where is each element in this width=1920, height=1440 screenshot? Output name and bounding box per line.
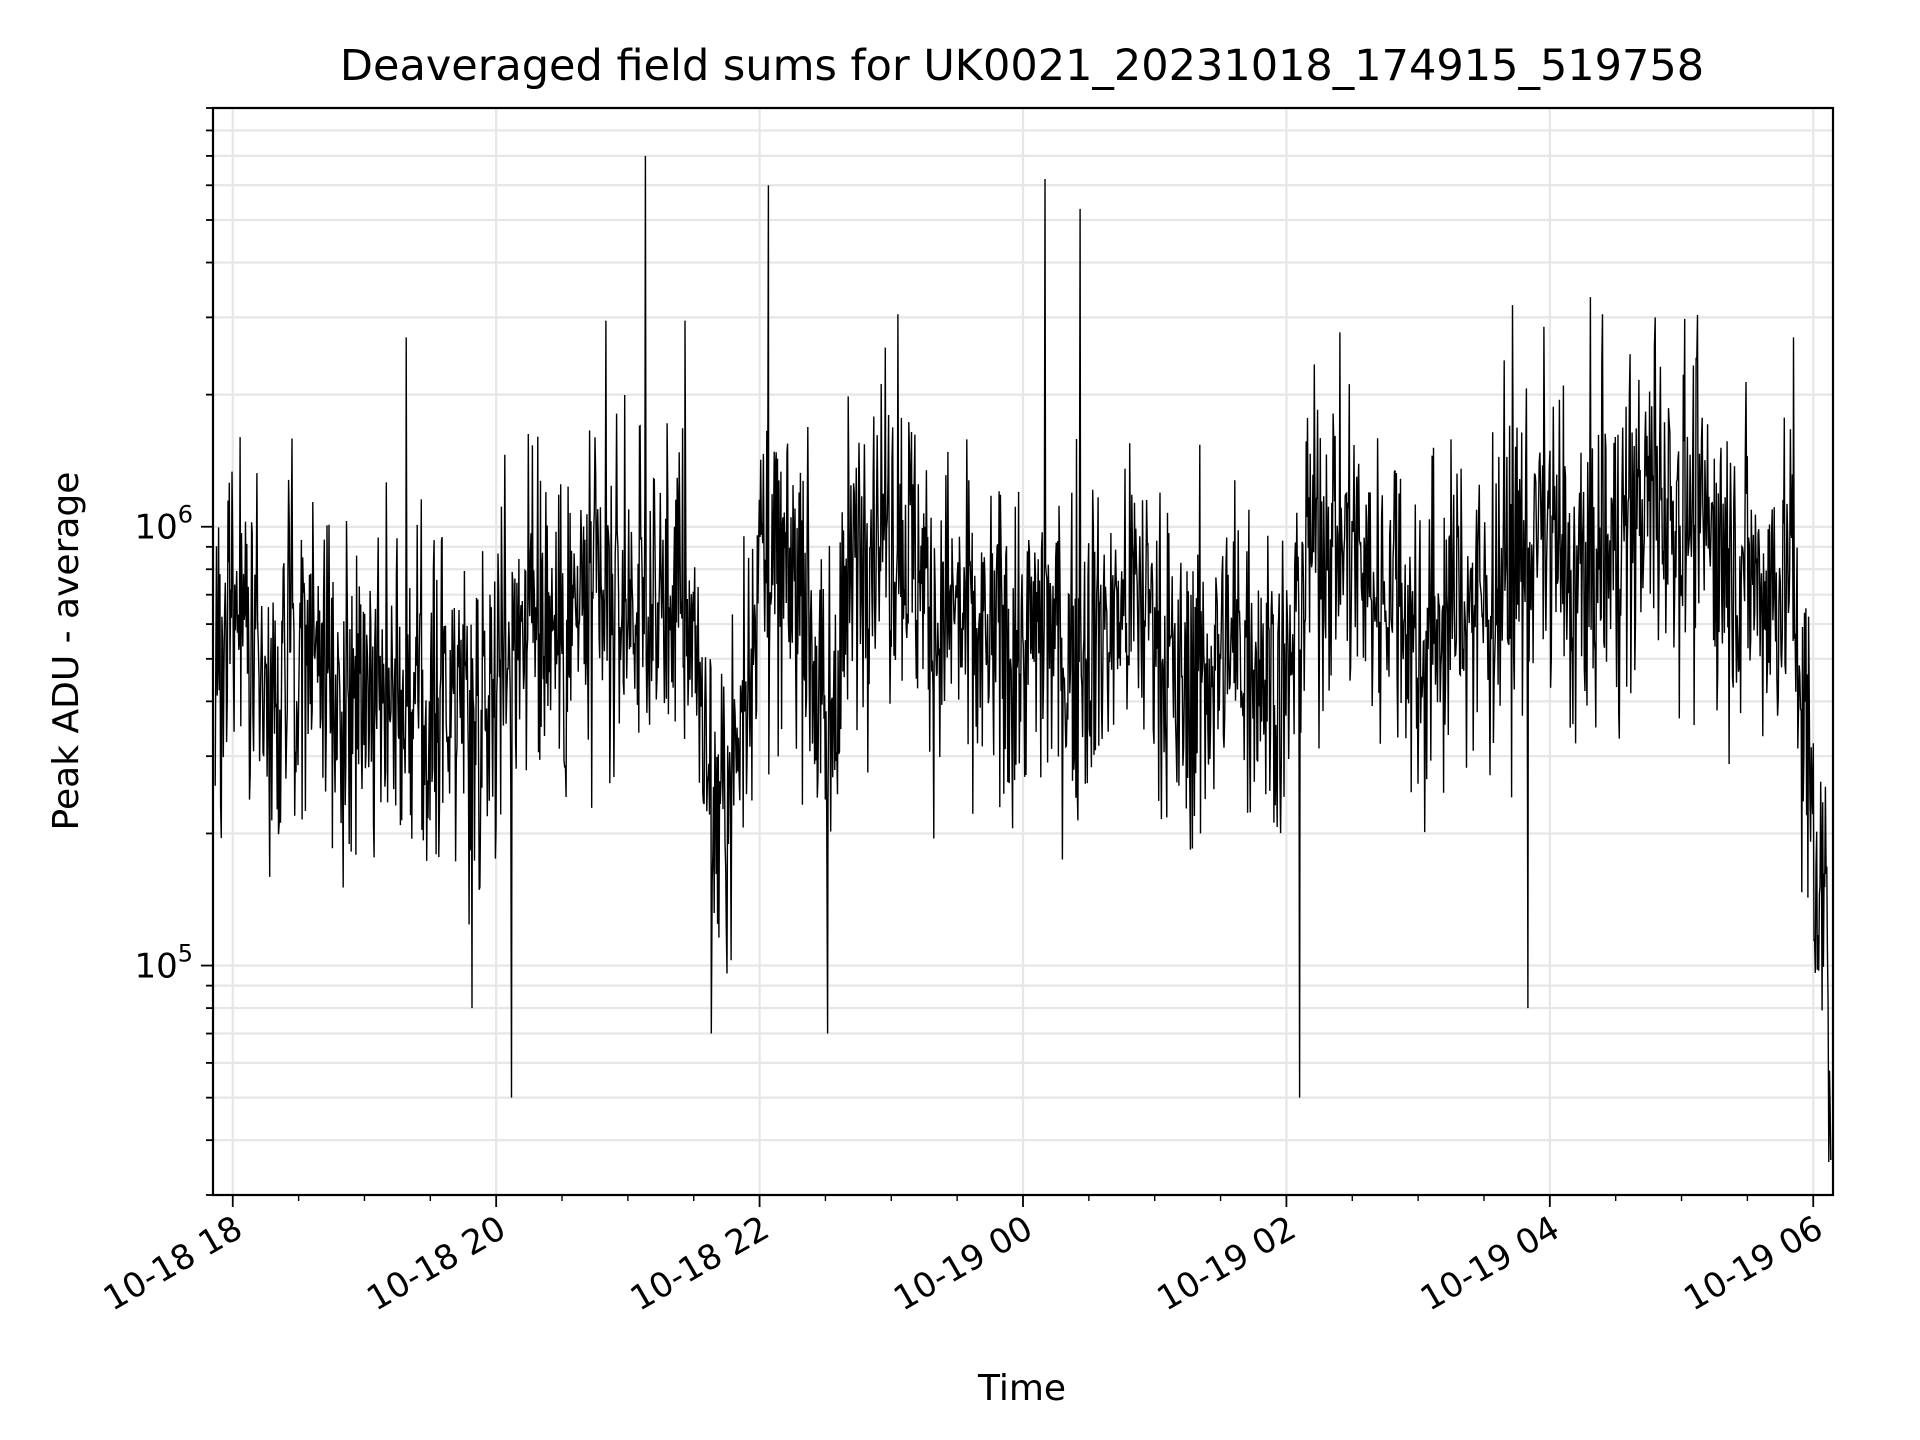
y-tick-label-exponent: 5 [178, 940, 193, 968]
y-tick-label: 105 [134, 940, 193, 987]
x-axis-label: Time [977, 1368, 1066, 1409]
y-axis-label: Peak ADU - average [46, 472, 87, 831]
y-tick-label-base: 10 [134, 947, 177, 987]
y-tick-label-exponent: 6 [178, 501, 193, 529]
y-tick-label-base: 10 [134, 508, 177, 548]
series-line [214, 155, 1832, 1163]
chart-title: Deaveraged field sums for UK0021_2023101… [340, 41, 1704, 91]
y-tick-label: 106 [134, 501, 193, 548]
series-layer [214, 155, 1832, 1163]
